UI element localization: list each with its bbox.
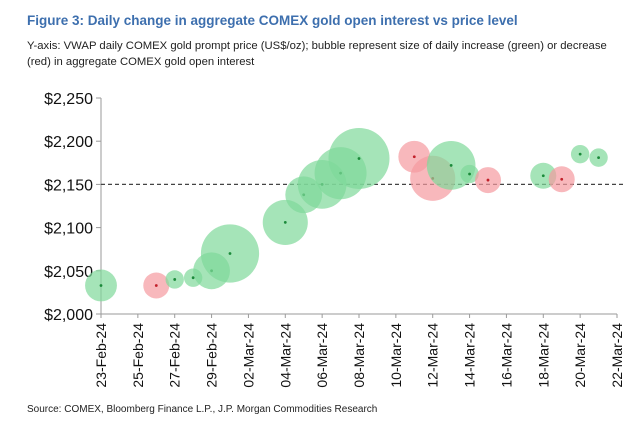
x-tick-label: 22-Mar-24: [609, 323, 625, 388]
y-tick-label: $2,050: [44, 264, 93, 281]
chart-title: Figure 3: Daily change in aggregate COME…: [27, 13, 518, 28]
bubble-center-dot: [449, 163, 453, 167]
x-tick-label: 29-Feb-24: [204, 323, 220, 388]
x-tick-label: 06-Mar-24: [314, 323, 330, 388]
bubble-center-dot: [541, 174, 545, 178]
bubble-center-dot: [597, 156, 600, 160]
bubble-center-dot: [560, 177, 564, 181]
bubble-center-dot: [228, 252, 232, 255]
x-tick-label: 02-Mar-24: [240, 323, 256, 388]
bubble-center-dot: [283, 221, 287, 224]
x-tick-label: 27-Feb-24: [167, 323, 183, 388]
source-note: Source: COMEX, Bloomberg Finance L.P., J…: [27, 404, 378, 415]
x-tick-label: 04-Mar-24: [277, 323, 293, 388]
x-tick-label: 23-Feb-24: [93, 323, 109, 388]
x-tick-label: 20-Mar-24: [572, 323, 588, 388]
x-tick-label: 16-Mar-24: [498, 323, 514, 388]
bubble-center-dot: [578, 152, 582, 156]
y-tick-label: $2,200: [44, 134, 93, 151]
x-tick-label: 14-Mar-24: [462, 323, 478, 388]
y-tick-label: $2,100: [44, 221, 93, 238]
x-tick-label: 25-Feb-24: [130, 323, 146, 388]
x-tick-label: 12-Mar-24: [425, 323, 441, 388]
x-tick-label: 10-Mar-24: [388, 323, 404, 388]
y-axis: $2,000 $2,050 $2,100 $2,150 $2,200 $2,250: [44, 91, 101, 324]
x-tick-label: 08-Mar-24: [351, 323, 367, 388]
bubble-center-dot: [154, 284, 158, 287]
bubbles: [85, 127, 608, 302]
bubble-center-dot: [173, 278, 177, 281]
bubble-center-dot: [412, 155, 416, 159]
x-axis: 23-Feb-24 25-Feb-24 27-Feb-24 29-Feb-24 02-M…: [93, 314, 625, 388]
bubble-center-dot: [468, 172, 471, 176]
bubble-center-dot: [99, 284, 103, 287]
bubble-center-dot: [191, 276, 195, 280]
bubble-center-dot: [486, 178, 490, 182]
x-tick-label: 18-Mar-24: [535, 323, 551, 388]
bubble-center-dot: [357, 157, 361, 160]
y-tick-label: $2,150: [44, 177, 93, 194]
y-tick-label: $2,250: [44, 91, 93, 108]
chart-subtitle: Y-axis: VWAP daily COMEX gold prompt pri…: [27, 40, 607, 68]
y-tick-label: $2,000: [44, 307, 93, 324]
